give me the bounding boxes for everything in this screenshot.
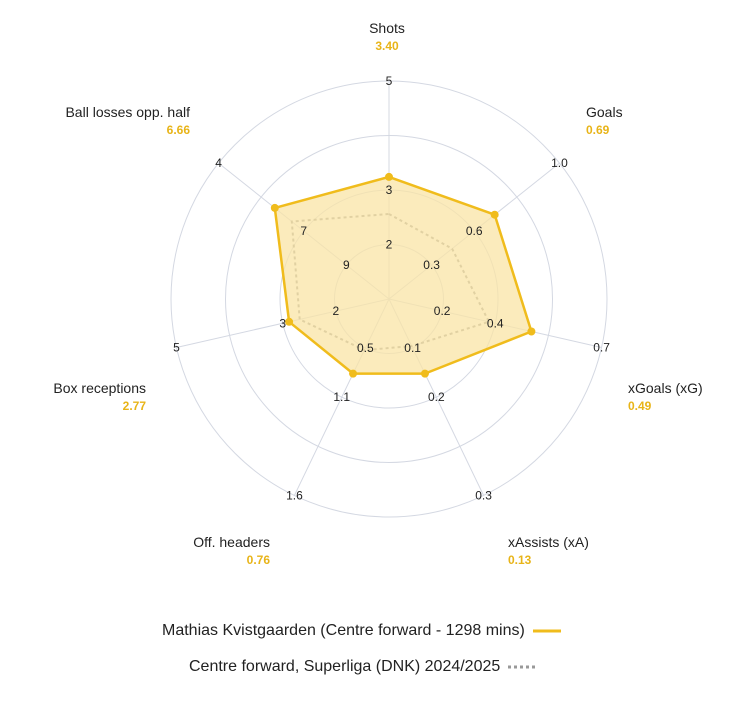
axis-value-label: 0.69 (586, 123, 610, 137)
player-series (270, 172, 536, 378)
tick-label: 1.0 (551, 156, 568, 170)
tick-label: 0.2 (428, 390, 445, 404)
tick-label: 5 (173, 341, 180, 355)
tick-label: 0.7 (593, 341, 610, 355)
legend-player: Mathias Kvistgaarden (Centre forward - 1… (162, 622, 561, 640)
tick-label: 0.3 (475, 488, 492, 502)
player-point (527, 327, 536, 336)
axis-value-label: 2.77 (123, 399, 147, 413)
axis-name-label: Ball losses opp. half (65, 104, 190, 120)
tick-label: 7 (300, 224, 307, 238)
axis-name-label: xGoals (xG) (628, 380, 703, 396)
tick-label: 1.1 (333, 390, 350, 404)
legend-player-label: Mathias Kvistgaarden (Centre forward - 1… (162, 622, 525, 639)
axis-value-label: 3.40 (375, 39, 399, 53)
axis-name-label: Box receptions (53, 380, 146, 396)
axis-name-label: xAssists (xA) (508, 534, 589, 550)
radar-chart: 2 3 5 0.3 0.6 1.0 0.2 0.4 0.7 0.1 0.2 0.3 0.5 1.1 1.6 2… (53, 20, 702, 567)
axis-name-label: Shots (369, 20, 405, 36)
legend-player-swatch (532, 629, 561, 633)
tick-label: 0.1 (404, 341, 421, 355)
tick-label: 3 (279, 316, 286, 330)
tick-label: 0.6 (466, 224, 483, 238)
axis-value-label: 6.66 (167, 123, 191, 137)
axis-value-label: 0.13 (508, 553, 532, 567)
tick-label: 9 (343, 258, 350, 272)
player-point (490, 210, 499, 219)
tick-label: 5 (386, 74, 393, 88)
tick-label: 3 (386, 183, 393, 197)
tick-label: 0.3 (423, 258, 440, 272)
tick-label: 0.2 (434, 304, 451, 318)
tick-label: 4 (215, 156, 222, 170)
player-point (420, 369, 429, 378)
tick-label: 0.5 (357, 341, 374, 355)
player-point (270, 203, 279, 212)
axis-name-label: Goals (586, 104, 623, 120)
tick-label: 1.6 (286, 488, 303, 502)
legend-average-label: Centre forward, Superliga (DNK) 2024/202… (189, 658, 501, 675)
player-point (385, 172, 393, 181)
legend-average-swatch (508, 665, 537, 669)
tick-labels: 2 3 5 0.3 0.6 1.0 0.2 0.4 0.7 0.1 0.2 0.3 0.5 1.1 1.6 2… (173, 74, 610, 502)
axis-value-label: 0.76 (247, 553, 271, 567)
player-point (285, 317, 294, 326)
axis-name-label: Off. headers (193, 534, 270, 550)
tick-label: 0.4 (487, 316, 504, 330)
player-point (349, 369, 358, 378)
player-polygon (273, 175, 533, 375)
tick-label: 2 (333, 304, 340, 318)
legend-average: Centre forward, Superliga (DNK) 2024/202… (189, 658, 537, 676)
axis-value-label: 0.49 (628, 399, 652, 413)
tick-label: 2 (386, 238, 393, 252)
